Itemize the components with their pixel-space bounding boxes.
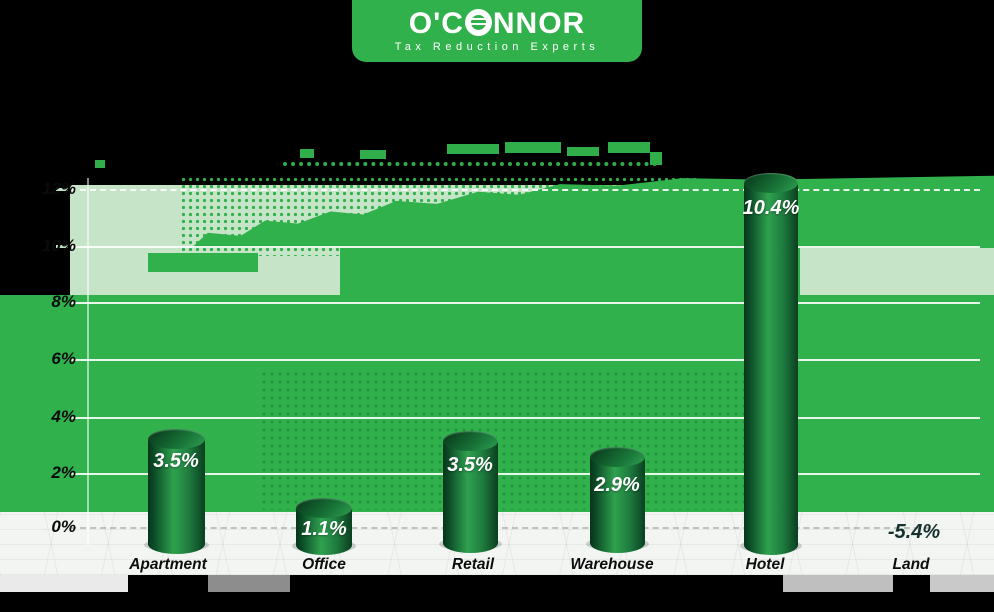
brand-header-tab: O'C NNOR Tax Reduction Experts	[352, 0, 642, 62]
bar-value-label-office: 1.1%	[301, 518, 347, 540]
bar-cylinder-body	[147, 439, 205, 554]
category-label-apartment: Apartment	[129, 556, 207, 573]
bar-value-label-hotel: 10.4%	[742, 197, 800, 219]
subtitle-fragment	[567, 147, 599, 156]
logo-text-right: NNOR	[492, 7, 586, 40]
bar-cylinder-office	[296, 498, 352, 555]
y-tick-label-2%: 2%	[51, 463, 76, 482]
floor-edge-segment	[930, 575, 994, 592]
gridline-2%	[70, 473, 980, 475]
oconnor-logo-o-icon	[464, 9, 492, 36]
floor-edge-segment	[208, 575, 290, 592]
gridline-8%	[70, 302, 980, 304]
y-tick-label-0%: 0%	[51, 517, 76, 536]
logo-text-left: O'C	[408, 7, 464, 40]
y-tick-label-6%: 6%	[51, 349, 76, 368]
y-tick-label-4%: 4%	[51, 407, 76, 426]
gridline-10%	[70, 246, 980, 248]
green-map-shape-blob	[148, 253, 258, 272]
category-label-office: Office	[302, 556, 346, 573]
bar-cylinder-top	[744, 173, 798, 193]
gridline-6%	[70, 359, 980, 361]
category-label-warehouse: Warehouse	[570, 556, 654, 573]
category-label-hotel: Hotel	[745, 556, 785, 573]
gridline-0%	[70, 527, 930, 529]
subtitle-fragment	[360, 150, 386, 159]
subtitle-fragment	[447, 144, 499, 154]
bar-cylinder-warehouse	[589, 447, 645, 553]
halftone-dots-map	[260, 370, 775, 510]
halftone-dots-top	[180, 176, 700, 256]
bar-value-label-retail: 3.5%	[447, 454, 493, 476]
category-label-land: Land	[892, 556, 930, 573]
y-axis-line	[87, 178, 89, 545]
floor-edge-segment	[783, 575, 893, 592]
bar-cylinder-apartment	[147, 429, 205, 554]
bar-value-label-apartment: 3.5%	[153, 450, 199, 472]
floor-edge-segment	[0, 575, 128, 592]
subtitle-fragment	[95, 160, 105, 168]
y-tick-label-10%: 10%	[41, 236, 76, 255]
subtitle-underline-fragment	[283, 162, 657, 166]
y-axis-tick	[56, 188, 68, 191]
brand-tagline: Tax Reduction Experts	[394, 41, 600, 53]
bar-cylinder-top	[147, 429, 205, 449]
bar-cylinder-hotel	[744, 173, 798, 555]
subtitle-fragment	[505, 142, 561, 153]
oconnor-logo: O'C NNOR	[352, 9, 642, 39]
bar-cylinder-top	[589, 447, 645, 467]
bar-cylinder-body	[744, 183, 798, 555]
bar-cylinder-top	[442, 431, 498, 451]
y-tick-label-12%: 12%	[41, 179, 76, 198]
gridline-4%	[70, 417, 980, 419]
subtitle-fragment	[650, 152, 662, 165]
bar-cylinder-top	[296, 498, 352, 518]
subtitle-fragment	[608, 142, 650, 153]
subtitle-fragment	[300, 149, 314, 158]
bar-value-label-warehouse: 2.9%	[594, 474, 640, 496]
category-label-retail: Retail	[451, 556, 495, 573]
gridline-12%	[70, 189, 980, 191]
y-tick-label-8%: 8%	[51, 292, 76, 311]
bar-value-label-land: -5.4%	[887, 521, 941, 543]
bar-cylinder-body	[589, 457, 645, 553]
bar-cylinder-retail	[442, 431, 498, 553]
bar-cylinder-body	[442, 441, 498, 553]
y-axis-tick	[56, 245, 68, 248]
